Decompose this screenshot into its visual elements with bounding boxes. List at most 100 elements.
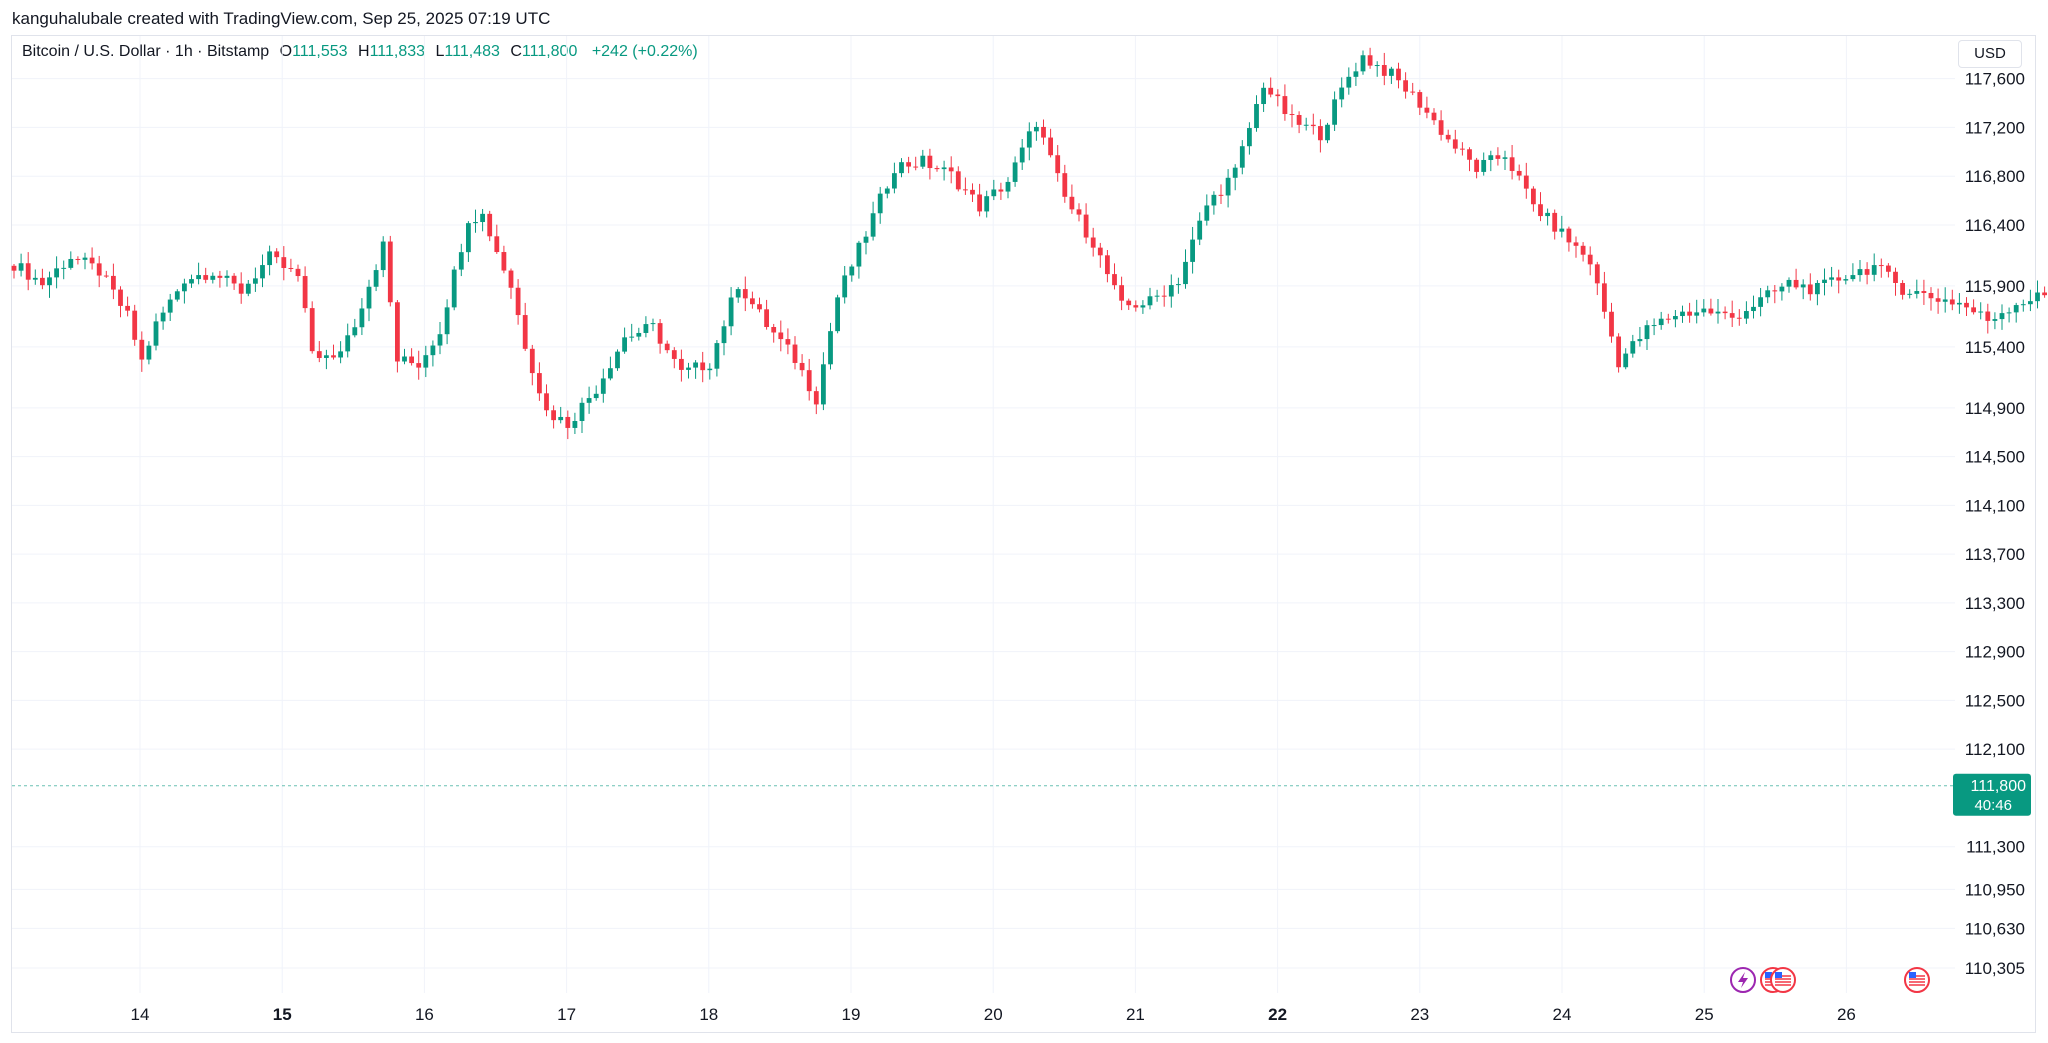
candle-body — [61, 267, 67, 269]
candle-body — [778, 332, 784, 340]
candle-body — [1957, 302, 1962, 305]
candle-body — [96, 263, 102, 276]
candle-body — [664, 343, 670, 351]
candle-body — [813, 391, 819, 405]
candle-body — [849, 266, 855, 276]
candle-body — [835, 297, 840, 332]
candle-body — [139, 339, 145, 360]
candle-body — [1346, 76, 1352, 88]
candle-body — [1985, 311, 1991, 321]
candle-body — [1907, 293, 1913, 295]
candle-body — [1360, 55, 1366, 72]
candle-body — [1857, 269, 1863, 276]
candle-body — [615, 351, 620, 369]
candle-body — [792, 344, 798, 363]
candle-body — [2020, 304, 2026, 306]
open-value: 111,553 — [292, 43, 348, 60]
candle-body — [1254, 104, 1259, 129]
candle-body — [1722, 311, 1728, 314]
y-tick-label: 110,305 — [1965, 959, 2025, 978]
candle-body — [1296, 114, 1302, 125]
candle-body — [1438, 120, 1444, 135]
candle-body — [544, 393, 549, 411]
candle-body — [1949, 299, 1955, 305]
candle-body — [1694, 312, 1700, 316]
candle-body — [1261, 87, 1266, 105]
candle-body — [54, 268, 59, 278]
y-tick-label: 110,950 — [1965, 880, 2025, 899]
candle-body — [1147, 296, 1153, 306]
candle-body — [1062, 173, 1068, 197]
candle-body — [863, 236, 869, 243]
candle-body — [1247, 128, 1252, 147]
candle-body — [1616, 336, 1621, 368]
candle-body — [1410, 91, 1416, 93]
x-tick-label: 16 — [415, 1005, 434, 1024]
candle-body — [1559, 228, 1565, 232]
candle-body — [501, 252, 507, 271]
candle-body — [267, 251, 272, 266]
candle-body — [1878, 265, 1884, 267]
candle-body — [366, 286, 372, 309]
candle-body — [1424, 107, 1430, 113]
candle-body — [217, 275, 223, 278]
candle-body — [842, 275, 848, 298]
candle-body — [1048, 137, 1053, 156]
x-tick-label: 14 — [131, 1005, 150, 1024]
candle-body — [1751, 306, 1756, 312]
candle-body — [1310, 124, 1316, 127]
currency-button[interactable]: USD — [1958, 40, 2022, 68]
candle-body — [1644, 325, 1650, 340]
x-tick-label: 21 — [1126, 1005, 1145, 1024]
candle-body — [1864, 269, 1870, 275]
candle-body — [1474, 159, 1479, 172]
candle-body — [941, 167, 947, 170]
y-tick-label: 113,300 — [1965, 594, 2025, 613]
us-flag-icon[interactable] — [1770, 967, 1796, 993]
candle-body — [1552, 212, 1558, 232]
candle-body — [529, 348, 535, 374]
candle-body — [487, 213, 493, 237]
candle-body — [253, 278, 258, 284]
candle-body — [764, 309, 769, 328]
candle-body — [380, 241, 386, 271]
candle-body — [160, 312, 166, 322]
x-tick-label: 18 — [699, 1005, 718, 1024]
candle-body — [1637, 339, 1643, 342]
x-tick-label: 26 — [1837, 1005, 1856, 1024]
candle-body — [1893, 271, 1898, 283]
candle-body — [906, 162, 911, 167]
candle-body — [629, 336, 635, 338]
us-flag-icon[interactable] — [1904, 967, 1930, 993]
x-tick-label: 15 — [273, 1005, 292, 1024]
candle-body — [1822, 279, 1827, 283]
candle-body — [1168, 285, 1174, 297]
candle-body — [32, 277, 38, 280]
candle-body — [1744, 311, 1749, 319]
candle-body — [395, 302, 400, 362]
candle-body — [679, 358, 684, 370]
candle-body — [558, 416, 564, 421]
bolt-icon[interactable] — [1730, 967, 1756, 993]
candle-body — [1793, 279, 1799, 288]
candle-body — [153, 321, 159, 346]
candle-body — [1452, 139, 1458, 149]
candle-body — [1665, 318, 1671, 320]
candle-body — [1353, 71, 1359, 77]
candle-body — [373, 270, 379, 287]
candle-body — [714, 343, 720, 369]
candle-body — [1211, 194, 1217, 206]
candle-body — [1183, 261, 1188, 285]
candle-body — [245, 283, 251, 294]
change-value: +242 (+0.22%) — [591, 43, 698, 60]
y-tick-label: 115,900 — [1965, 277, 2025, 296]
candle-body — [1992, 319, 1998, 321]
candle-body — [1232, 167, 1238, 178]
symbol-title[interactable]: Bitcoin / U.S. Dollar · 1h · Bitstamp — [22, 43, 270, 60]
candle-body — [572, 420, 578, 428]
y-tick-label: 112,100 — [1965, 740, 2025, 759]
candle-body — [167, 299, 173, 313]
candle-body — [1651, 325, 1657, 327]
candle-body — [324, 355, 329, 358]
